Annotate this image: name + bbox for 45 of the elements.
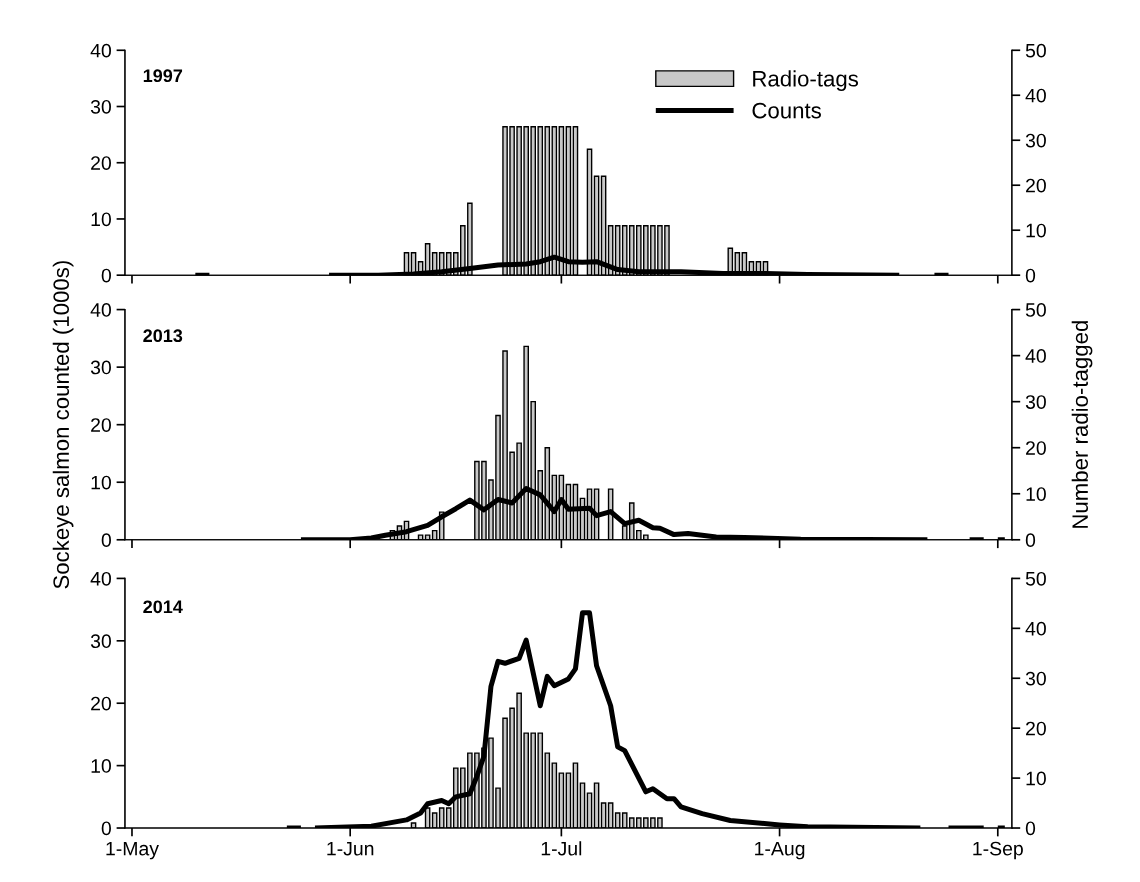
y2-tick-label: 20 bbox=[1026, 441, 1046, 455]
annotation: 2014 bbox=[143, 600, 183, 614]
legend-label: Radio-tags bbox=[753, 70, 859, 91]
y-tick-label: 0 bbox=[101, 268, 111, 283]
y-tick-label: 0 bbox=[101, 821, 111, 836]
y2-tick-label: 10 bbox=[1026, 771, 1046, 786]
y-tick-label: 30 bbox=[90, 634, 111, 649]
y2-tick-label: 20 bbox=[1026, 721, 1046, 736]
y-tick-label: 30 bbox=[90, 360, 111, 375]
annotation: 1997 bbox=[143, 69, 183, 83]
y2-tick-label: 10 bbox=[1026, 487, 1046, 501]
y-tick-label: 10 bbox=[91, 759, 111, 773]
y2-tick-label: 0 bbox=[1025, 268, 1036, 283]
y-tick-label: 20 bbox=[91, 696, 111, 711]
y-tick-label: 0 bbox=[101, 533, 111, 548]
y2-tick-label: 40 bbox=[1025, 88, 1046, 103]
y2-tick-label: 20 bbox=[1026, 178, 1046, 193]
y-tick-label: 10 bbox=[91, 212, 111, 227]
y2-tick-label: 40 bbox=[1025, 349, 1046, 363]
y-tick-label: 20 bbox=[91, 418, 111, 432]
y2-tick-label: 30 bbox=[1025, 671, 1046, 686]
y-axis-title: Sockeye salmon counted (1000s) bbox=[52, 261, 74, 589]
x-tick-label: 1-May bbox=[106, 841, 159, 860]
x-tick-label: 1-Jul bbox=[541, 841, 582, 856]
y2-tick-label: 30 bbox=[1025, 133, 1046, 148]
x-tick-label: 1-Aug bbox=[755, 841, 805, 860]
y-tick-label: 20 bbox=[91, 156, 111, 170]
legend-label: Counts bbox=[752, 102, 821, 119]
y2-tick-label: 50 bbox=[1025, 571, 1046, 586]
y2-tick-label: 10 bbox=[1026, 223, 1046, 238]
x-tick-label: 1-Sep bbox=[973, 841, 1023, 860]
y-tick-label: 30 bbox=[90, 99, 111, 114]
y-tick-label: 40 bbox=[90, 303, 111, 317]
y2-axis-title: Number radio-tagged bbox=[1071, 321, 1093, 528]
y2-tick-label: 40 bbox=[1025, 621, 1046, 636]
y2-tick-label: 50 bbox=[1025, 303, 1046, 317]
y-tick-label: 10 bbox=[91, 475, 111, 490]
x-tick-label: 1-Jun bbox=[327, 841, 374, 856]
y-tick-label: 40 bbox=[90, 571, 111, 586]
y2-tick-label: 50 bbox=[1025, 43, 1046, 58]
y2-tick-label: 0 bbox=[1025, 533, 1036, 548]
y2-tick-label: 30 bbox=[1025, 395, 1046, 409]
annotation: 2013 bbox=[143, 329, 183, 343]
y2-tick-label: 0 bbox=[1025, 821, 1036, 836]
y-tick-label: 40 bbox=[90, 43, 111, 58]
